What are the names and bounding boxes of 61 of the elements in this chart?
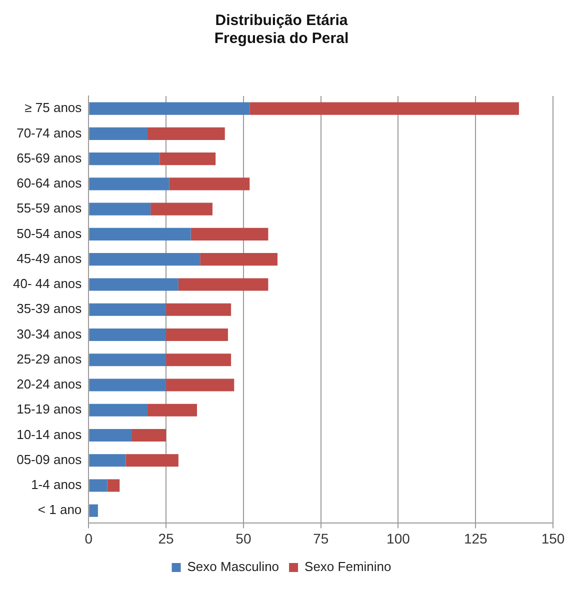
y-tick-label: < 1 ano bbox=[38, 502, 82, 518]
bar bbox=[89, 303, 166, 316]
text: Distribuição Etária bbox=[215, 12, 348, 30]
y-tick-label: 70-74 anos bbox=[16, 125, 82, 140]
y-tick-label: 35-39 anos bbox=[16, 301, 82, 316]
y-tick-label: 45-49 anos bbox=[16, 250, 82, 266]
y-tick-label: 40- 44 anos bbox=[12, 276, 82, 292]
bar bbox=[89, 328, 166, 342]
x-tick-label: 0 bbox=[84, 530, 93, 546]
bar bbox=[166, 378, 234, 392]
bar bbox=[89, 428, 132, 442]
y-tick-label: 50-54 anos bbox=[16, 226, 82, 241]
bar bbox=[250, 102, 519, 115]
y-tick-label: 1-4 anos bbox=[31, 477, 82, 492]
bar bbox=[147, 127, 225, 140]
bar bbox=[89, 354, 166, 366]
bar bbox=[166, 328, 228, 342]
text: Freguesia do Peral bbox=[214, 30, 349, 48]
bar bbox=[89, 454, 126, 467]
x-tick-label: 100 bbox=[386, 530, 410, 546]
bar bbox=[89, 253, 200, 266]
bar bbox=[200, 253, 278, 266]
y-tick-label: 25-29 anos bbox=[16, 351, 82, 366]
y-tick-label: 15-19 anos bbox=[16, 402, 82, 417]
y-tick-label: ≥ 75 anos bbox=[24, 100, 82, 116]
bar bbox=[166, 354, 232, 366]
y-tick-label: 20-24 anos bbox=[16, 376, 82, 392]
x-tick-label: 75 bbox=[313, 530, 329, 546]
x-tick-label: 25 bbox=[158, 530, 174, 546]
bar bbox=[150, 202, 212, 216]
bar bbox=[132, 428, 166, 442]
bar bbox=[89, 127, 148, 140]
bar bbox=[166, 303, 232, 316]
y-tick-label: 10-14 anos bbox=[16, 426, 82, 442]
bar bbox=[89, 404, 148, 416]
bar bbox=[160, 152, 216, 166]
bar bbox=[169, 178, 250, 190]
y-tick-label: 05-09 anos bbox=[16, 452, 82, 467]
bar bbox=[89, 278, 178, 291]
bar bbox=[89, 152, 160, 166]
bar bbox=[89, 378, 166, 392]
y-tick-label: 60-64 anos bbox=[16, 176, 82, 191]
bar bbox=[107, 479, 120, 492]
bar bbox=[147, 404, 198, 416]
x-tick-label: 50 bbox=[236, 530, 252, 546]
legend-label: Sexo Feminino bbox=[304, 559, 392, 574]
legend-label: Sexo Masculino bbox=[187, 559, 280, 574]
y-tick-label: 55-59 anos bbox=[16, 200, 82, 216]
bar bbox=[190, 228, 268, 240]
bar bbox=[89, 479, 108, 492]
x-tick-label: 125 bbox=[464, 530, 488, 546]
bar bbox=[89, 504, 98, 517]
y-tick-label: 30-34 anos bbox=[16, 326, 82, 342]
bar bbox=[126, 454, 178, 467]
bar bbox=[89, 102, 250, 115]
y-tick-label: 65-69 anos bbox=[16, 150, 82, 166]
bar bbox=[178, 278, 268, 291]
x-tick-label: 150 bbox=[541, 530, 565, 546]
bar bbox=[89, 202, 151, 216]
bar bbox=[89, 228, 191, 240]
bar bbox=[89, 178, 170, 190]
